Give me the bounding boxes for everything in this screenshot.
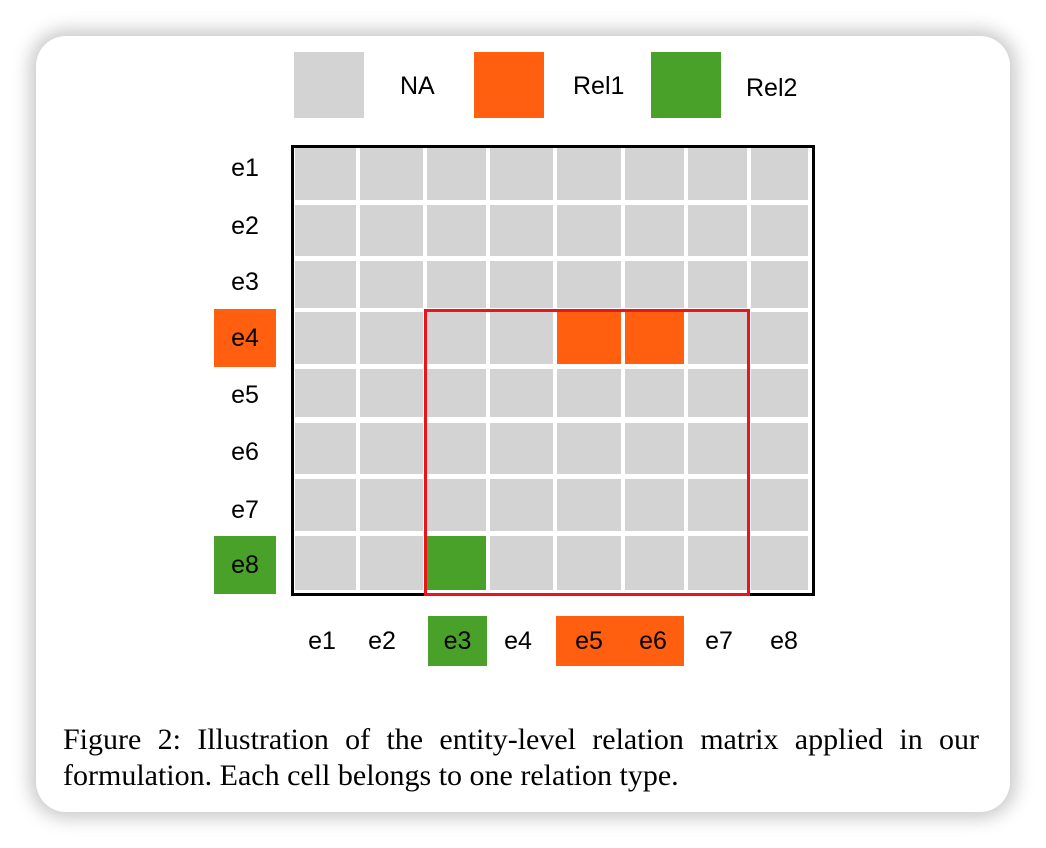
matrix-cell-r7-c3	[427, 479, 486, 531]
row-label-e7: e7	[231, 495, 259, 524]
matrix-cell-r2-c2	[360, 205, 423, 256]
matrix-cell-r5-c3	[427, 369, 486, 417]
row-label-e2: e2	[231, 211, 259, 240]
matrix-cell-r6-c4	[490, 423, 553, 474]
matrix-cell-r8-c6	[625, 536, 684, 590]
matrix-cell-r3-c2	[360, 261, 423, 308]
matrix-cell-r8-c2	[360, 536, 423, 590]
matrix-cell-r7-c2	[360, 479, 423, 531]
matrix-cell-r3-c1	[295, 261, 356, 308]
column-label-e3: e3	[428, 616, 487, 666]
matrix-cell-r8-c3	[427, 536, 486, 590]
matrix-cell-r7-c4	[490, 479, 553, 531]
row-label-e4: e4	[214, 309, 276, 367]
row-label-e1: e1	[231, 153, 259, 182]
matrix-cell-r6-c3	[427, 423, 486, 474]
matrix-cell-r5-c1	[295, 369, 356, 417]
relation-matrix	[291, 145, 815, 596]
column-label-e6: e6	[622, 616, 684, 666]
matrix-cell-r3-c8	[751, 261, 808, 308]
matrix-cell-r4-c3	[427, 312, 486, 364]
matrix-cell-r1-c5	[557, 148, 621, 200]
matrix-cell-r5-c8	[751, 369, 808, 417]
matrix-cell-r6-c1	[295, 423, 356, 474]
matrix-cell-r1-c3	[427, 148, 486, 200]
matrix-cell-r8-c7	[688, 536, 747, 590]
column-label-e5: e5	[556, 616, 622, 666]
matrix-cell-r2-c6	[625, 205, 684, 256]
matrix-cell-r7-c1	[295, 479, 356, 531]
column-label-e7: e7	[705, 626, 733, 655]
matrix-cell-r6-c5	[557, 423, 621, 474]
matrix-cell-r4-c1	[295, 312, 356, 364]
matrix-cell-r8-c8	[751, 536, 808, 590]
matrix-cell-r8-c5	[557, 536, 621, 590]
legend-label-rel1: Rel1	[573, 72, 625, 100]
matrix-cell-r7-c7	[688, 479, 747, 531]
matrix-cell-r7-c6	[625, 479, 684, 531]
matrix-cell-r6-c2	[360, 423, 423, 474]
row-label-e3: e3	[231, 267, 259, 296]
matrix-cell-r3-c7	[688, 261, 747, 308]
matrix-cell-r1-c4	[490, 148, 553, 200]
matrix-cell-r4-c8	[751, 312, 808, 364]
matrix-cell-r3-c6	[625, 261, 684, 308]
matrix-cell-r3-c5	[557, 261, 621, 308]
column-label-e4: e4	[504, 626, 532, 655]
matrix-cell-r1-c7	[688, 148, 747, 200]
row-label-e8: e8	[214, 536, 276, 594]
matrix-cell-r8-c4	[490, 536, 553, 590]
matrix-cell-r1-c6	[625, 148, 684, 200]
column-label-e1: e1	[308, 626, 336, 655]
matrix-cell-r5-c4	[490, 369, 553, 417]
row-label-e5: e5	[231, 380, 259, 409]
matrix-cell-r7-c5	[557, 479, 621, 531]
matrix-cell-r2-c8	[751, 205, 808, 256]
matrix-cell-r4-c6	[625, 312, 684, 364]
legend-label-rel2: Rel2	[746, 74, 798, 102]
row-label-e6: e6	[231, 437, 259, 466]
matrix-cell-r1-c1	[295, 148, 356, 200]
matrix-cell-r6-c6	[625, 423, 684, 474]
legend-swatch-na	[294, 52, 364, 118]
matrix-cell-r4-c7	[688, 312, 747, 364]
matrix-cell-r6-c8	[751, 423, 808, 474]
matrix-cell-r2-c1	[295, 205, 356, 256]
matrix-cell-r4-c4	[490, 312, 553, 364]
matrix-cell-r3-c3	[427, 261, 486, 308]
matrix-cell-r7-c8	[751, 479, 808, 531]
matrix-cell-r2-c3	[427, 205, 486, 256]
matrix-cell-r1-c2	[360, 148, 423, 200]
figure-caption: Figure 2: Illustration of the entity-lev…	[63, 723, 979, 792]
column-label-e8: e8	[770, 626, 798, 655]
legend-swatch-rel1	[474, 52, 544, 118]
matrix-cell-r6-c7	[688, 423, 747, 474]
matrix-cell-r4-c5	[557, 312, 621, 364]
matrix-cell-r5-c5	[557, 369, 621, 417]
column-label-e2: e2	[368, 626, 396, 655]
legend-label-na: NA	[400, 72, 435, 100]
matrix-cell-r1-c8	[751, 148, 808, 200]
matrix-cell-r8-c1	[295, 536, 356, 590]
matrix-cell-r5-c7	[688, 369, 747, 417]
legend-swatch-rel2	[651, 52, 721, 118]
matrix-cell-r4-c2	[360, 312, 423, 364]
matrix-cell-r5-c6	[625, 369, 684, 417]
matrix-cell-r2-c7	[688, 205, 747, 256]
matrix-cell-r2-c5	[557, 205, 621, 256]
matrix-cell-r3-c4	[490, 261, 553, 308]
matrix-cell-r5-c2	[360, 369, 423, 417]
matrix-cell-r2-c4	[490, 205, 553, 256]
